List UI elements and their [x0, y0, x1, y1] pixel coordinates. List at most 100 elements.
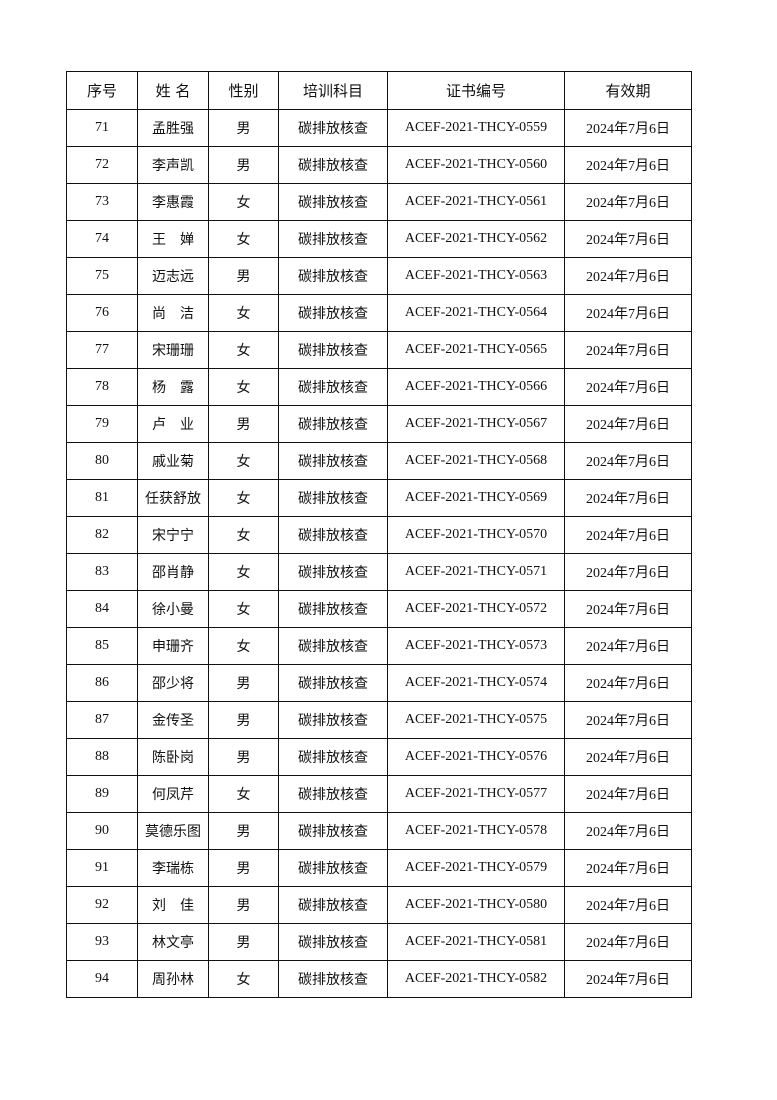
cell-index: 88 [66, 738, 138, 776]
header-index: 序号 [66, 71, 138, 110]
cell-course: 碳排放核查 [278, 183, 388, 221]
cell-name: 莫德乐图 [137, 812, 209, 850]
cell-certificate-no: ACEF-2021-THCY-0564 [387, 294, 565, 332]
table-row: 85 申珊齐女碳排放核查 ACEF-2021-THCY-0573 2024年7月6日 [66, 627, 692, 665]
cell-course: 碳排放核查 [278, 109, 388, 147]
table-row: 71 孟胜强男碳排放核查 ACEF-2021-THCY-0559 2024年7月6日 [66, 109, 692, 147]
cell-certificate-no: ACEF-2021-THCY-0565 [387, 331, 565, 369]
cell-course: 碳排放核查 [278, 331, 388, 369]
cell-index: 74 [66, 220, 138, 258]
cell-valid-until: 2024年7月6日 [564, 960, 692, 998]
cell-gender: 女 [208, 294, 279, 332]
cell-name: 周孙林 [137, 960, 209, 998]
cell-course: 碳排放核查 [278, 479, 388, 517]
header-gender: 性别 [208, 71, 279, 110]
cell-gender: 男 [208, 923, 279, 961]
cell-gender: 女 [208, 368, 279, 406]
cell-certificate-no: ACEF-2021-THCY-0562 [387, 220, 565, 258]
table-row: 89 何凤芹女碳排放核查 ACEF-2021-THCY-0577 2024年7月6日 [66, 775, 692, 813]
cell-name: 林文亭 [137, 923, 209, 961]
table-row: 91 李瑞栋男碳排放核查 ACEF-2021-THCY-0579 2024年7月6日 [66, 849, 692, 887]
cell-valid-until: 2024年7月6日 [564, 146, 692, 184]
cell-gender: 男 [208, 109, 279, 147]
cell-name: 邵肖静 [137, 553, 209, 591]
cell-certificate-no: ACEF-2021-THCY-0566 [387, 368, 565, 406]
cell-index: 89 [66, 775, 138, 813]
certificate-table: 序号 姓 名 性别 培训科目 证书编号 有效期 71 孟胜强男碳排放核查 ACEF-… [66, 71, 692, 998]
table-row: 88 陈卧岗男碳排放核查 ACEF-2021-THCY-0576 2024年7月6日 [66, 738, 692, 776]
table-row: 84 徐小曼女碳排放核查 ACEF-2021-THCY-0572 2024年7月6日 [66, 590, 692, 628]
cell-name: 卢 业 [137, 405, 209, 443]
cell-course: 碳排放核查 [278, 516, 388, 554]
cell-name: 尚 洁 [137, 294, 209, 332]
cell-course: 碳排放核查 [278, 701, 388, 739]
cell-course: 碳排放核查 [278, 738, 388, 776]
cell-certificate-no: ACEF-2021-THCY-0573 [387, 627, 565, 665]
cell-gender: 女 [208, 627, 279, 665]
table-row: 72 李声凯男碳排放核查 ACEF-2021-THCY-0560 2024年7月6日 [66, 146, 692, 184]
cell-name: 陈卧岗 [137, 738, 209, 776]
cell-certificate-no: ACEF-2021-THCY-0569 [387, 479, 565, 517]
cell-name: 李声凯 [137, 146, 209, 184]
table-row: 81 任获舒放女碳排放核查 ACEF-2021-THCY-0569 2024年7月6日 [66, 479, 692, 517]
cell-index: 80 [66, 442, 138, 480]
cell-index: 90 [66, 812, 138, 850]
cell-gender: 男 [208, 849, 279, 887]
cell-name: 孟胜强 [137, 109, 209, 147]
cell-index: 71 [66, 109, 138, 147]
cell-gender: 女 [208, 516, 279, 554]
cell-certificate-no: ACEF-2021-THCY-0568 [387, 442, 565, 480]
cell-gender: 女 [208, 220, 279, 258]
cell-gender: 女 [208, 775, 279, 813]
cell-valid-until: 2024年7月6日 [564, 775, 692, 813]
header-name: 姓 名 [137, 71, 209, 110]
cell-name: 杨 露 [137, 368, 209, 406]
cell-certificate-no: ACEF-2021-THCY-0560 [387, 146, 565, 184]
cell-certificate-no: ACEF-2021-THCY-0567 [387, 405, 565, 443]
cell-course: 碳排放核查 [278, 886, 388, 924]
cell-valid-until: 2024年7月6日 [564, 442, 692, 480]
cell-certificate-no: ACEF-2021-THCY-0563 [387, 257, 565, 295]
cell-gender: 女 [208, 183, 279, 221]
cell-index: 77 [66, 331, 138, 369]
table-row: 82 宋宁宁女碳排放核查 ACEF-2021-THCY-0570 2024年7月6日 [66, 516, 692, 554]
cell-index: 83 [66, 553, 138, 591]
cell-course: 碳排放核查 [278, 960, 388, 998]
cell-gender: 男 [208, 405, 279, 443]
cell-certificate-no: ACEF-2021-THCY-0575 [387, 701, 565, 739]
cell-certificate-no: ACEF-2021-THCY-0582 [387, 960, 565, 998]
cell-gender: 男 [208, 701, 279, 739]
cell-valid-until: 2024年7月6日 [564, 664, 692, 702]
table-row: 83 邵肖静女碳排放核查 ACEF-2021-THCY-0571 2024年7月6日 [66, 553, 692, 591]
cell-valid-until: 2024年7月6日 [564, 553, 692, 591]
header-course: 培训科目 [278, 71, 388, 110]
cell-index: 91 [66, 849, 138, 887]
cell-index: 81 [66, 479, 138, 517]
cell-index: 92 [66, 886, 138, 924]
cell-gender: 男 [208, 664, 279, 702]
cell-index: 86 [66, 664, 138, 702]
cell-name: 任获舒放 [137, 479, 209, 517]
cell-certificate-no: ACEF-2021-THCY-0577 [387, 775, 565, 813]
cell-index: 87 [66, 701, 138, 739]
table-row: 80 戚业菊女碳排放核查 ACEF-2021-THCY-0568 2024年7月6日 [66, 442, 692, 480]
cell-index: 85 [66, 627, 138, 665]
cell-certificate-no: ACEF-2021-THCY-0574 [387, 664, 565, 702]
cell-course: 碳排放核查 [278, 775, 388, 813]
cell-index: 94 [66, 960, 138, 998]
cell-certificate-no: ACEF-2021-THCY-0580 [387, 886, 565, 924]
cell-gender: 女 [208, 479, 279, 517]
cell-course: 碳排放核查 [278, 368, 388, 406]
cell-valid-until: 2024年7月6日 [564, 331, 692, 369]
table-row: 73 李惠霞女碳排放核查 ACEF-2021-THCY-0561 2024年7月6日 [66, 183, 692, 221]
table-row: 76 尚 洁女碳排放核查 ACEF-2021-THCY-0564 2024年7月6日 [66, 294, 692, 332]
cell-course: 碳排放核查 [278, 146, 388, 184]
cell-name: 李惠霞 [137, 183, 209, 221]
cell-certificate-no: ACEF-2021-THCY-0576 [387, 738, 565, 776]
cell-certificate-no: ACEF-2021-THCY-0561 [387, 183, 565, 221]
cell-index: 75 [66, 257, 138, 295]
cell-course: 碳排放核查 [278, 590, 388, 628]
cell-valid-until: 2024年7月6日 [564, 849, 692, 887]
cell-valid-until: 2024年7月6日 [564, 183, 692, 221]
cell-course: 碳排放核查 [278, 812, 388, 850]
